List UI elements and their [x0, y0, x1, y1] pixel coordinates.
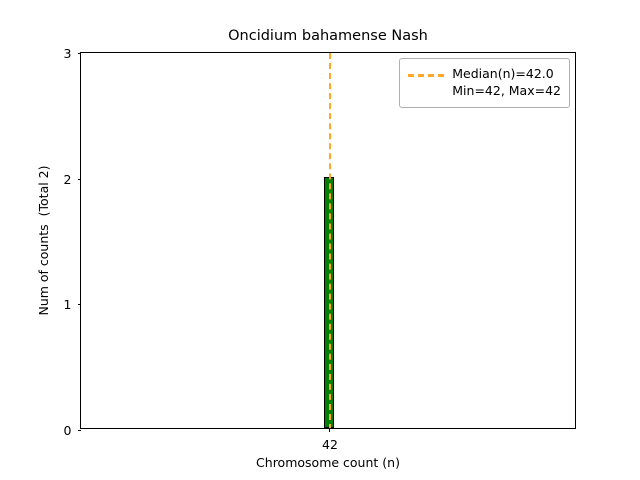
plot-area — [81, 53, 575, 428]
ytick-mark-3: 3 — [64, 47, 81, 59]
legend-label-minmax: Min=42, Max=42 — [452, 83, 561, 99]
y-axis-label: Num of counts (Total 2) — [36, 165, 51, 316]
legend-entry-median: Median(n)=42.0 Min=42, Max=42 — [452, 65, 561, 100]
legend-dashed-line-icon — [408, 74, 445, 77]
legend: Median(n)=42.0 Min=42, Max=42 — [399, 58, 570, 108]
ytick-mark-0: 0 — [64, 424, 81, 436]
median-vline — [329, 53, 331, 428]
plot-axes: 0 1 2 3 42 Median(n)=42.0 Min=42, Max=42 — [64, 47, 576, 450]
xtick-mark-42: 42 — [322, 428, 338, 450]
xtick-label-42: 42 — [322, 436, 338, 452]
ytick-mark-1: 1 — [64, 299, 81, 311]
page-title: Oncidium bahamense Nash — [228, 28, 428, 44]
ytick-mark-2: 2 — [64, 173, 81, 185]
legend-label-median: Median(n)=42.0 — [452, 66, 554, 81]
x-axis-label: Chromosome count (n) — [256, 455, 400, 470]
ytick-label-2: 2 — [63, 171, 72, 187]
ytick-label-0: 0 — [63, 422, 72, 438]
ytick-label-1: 1 — [63, 297, 72, 313]
ytick-label-3: 3 — [63, 45, 72, 61]
